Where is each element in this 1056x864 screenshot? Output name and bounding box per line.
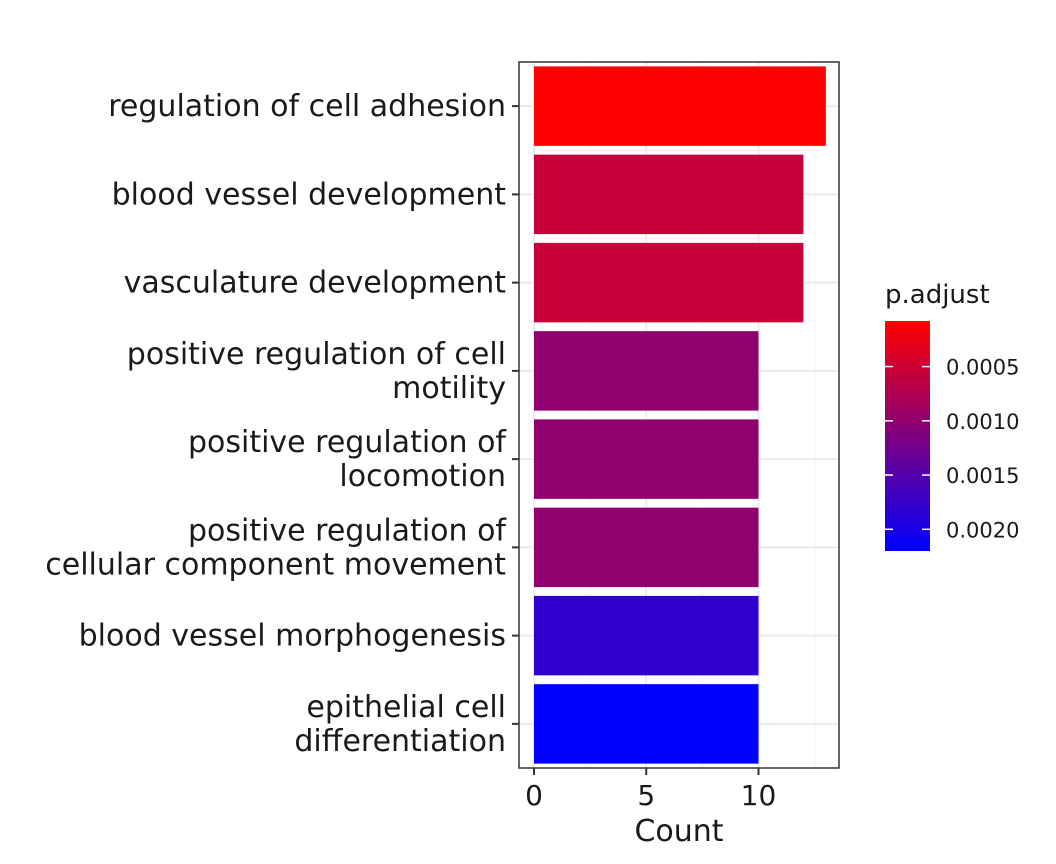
category-label-line: blood vessel morphogenesis (79, 619, 506, 654)
bar (534, 684, 759, 764)
category-label-line: positive regulation of cell (127, 337, 506, 372)
legend-tick-label: 0.0010 (946, 410, 1019, 434)
y-axis: regulation of cell adhesion blood vessel … (45, 89, 519, 759)
legend-title: p.adjust (885, 280, 990, 310)
bar (534, 419, 759, 499)
category-label-line: blood vessel development (112, 177, 507, 212)
legend-tick-label: 0.0005 (946, 356, 1019, 380)
category-label: positive regulation of cell motility (127, 337, 506, 406)
category-label-line: positive regulation of (188, 513, 507, 548)
category-label: positive regulation of locomotion (188, 425, 507, 494)
legend-tick-label: 0.0020 (946, 518, 1019, 542)
category-label-line: locomotion (339, 459, 506, 494)
category-label: vasculature development (124, 266, 507, 301)
category-label-line: motility (392, 371, 506, 406)
legend-tick-label: 0.0015 (946, 464, 1019, 488)
x-tick-label: 5 (637, 779, 655, 812)
category-label: regulation of cell adhesion (108, 89, 506, 124)
category-label-line: positive regulation of (188, 425, 507, 460)
bar (534, 242, 804, 323)
bar (534, 595, 759, 676)
bar (534, 507, 759, 588)
category-label: epithelial cell differentiation (294, 690, 506, 759)
category-label-line: cellular component movement (45, 547, 506, 582)
x-axis: 0 5 10 (525, 768, 776, 812)
category-label: positive regulation of cellular component… (45, 513, 507, 582)
x-tick-label: 0 (525, 779, 543, 812)
panel-border (518, 61, 840, 769)
category-label: blood vessel morphogenesis (79, 619, 506, 654)
bar (534, 154, 804, 235)
category-label-line: vasculature development (124, 266, 507, 301)
bars (534, 66, 826, 764)
category-label-line: regulation of cell adhesion (108, 89, 506, 124)
category-label-line: epithelial cell (306, 690, 506, 725)
bar (534, 66, 826, 146)
x-axis-title: Count (634, 814, 723, 849)
legend-colorbar (885, 321, 930, 551)
category-label: blood vessel development (112, 177, 507, 212)
category-label-line: differentiation (294, 724, 506, 759)
bar (534, 331, 759, 411)
x-tick-label: 10 (741, 779, 777, 812)
legend: p.adjust 0.0005 0.0010 0.0015 0.0020 (885, 280, 1019, 551)
legend-ticks: 0.0005 0.0010 0.0015 0.0020 (885, 356, 1019, 542)
